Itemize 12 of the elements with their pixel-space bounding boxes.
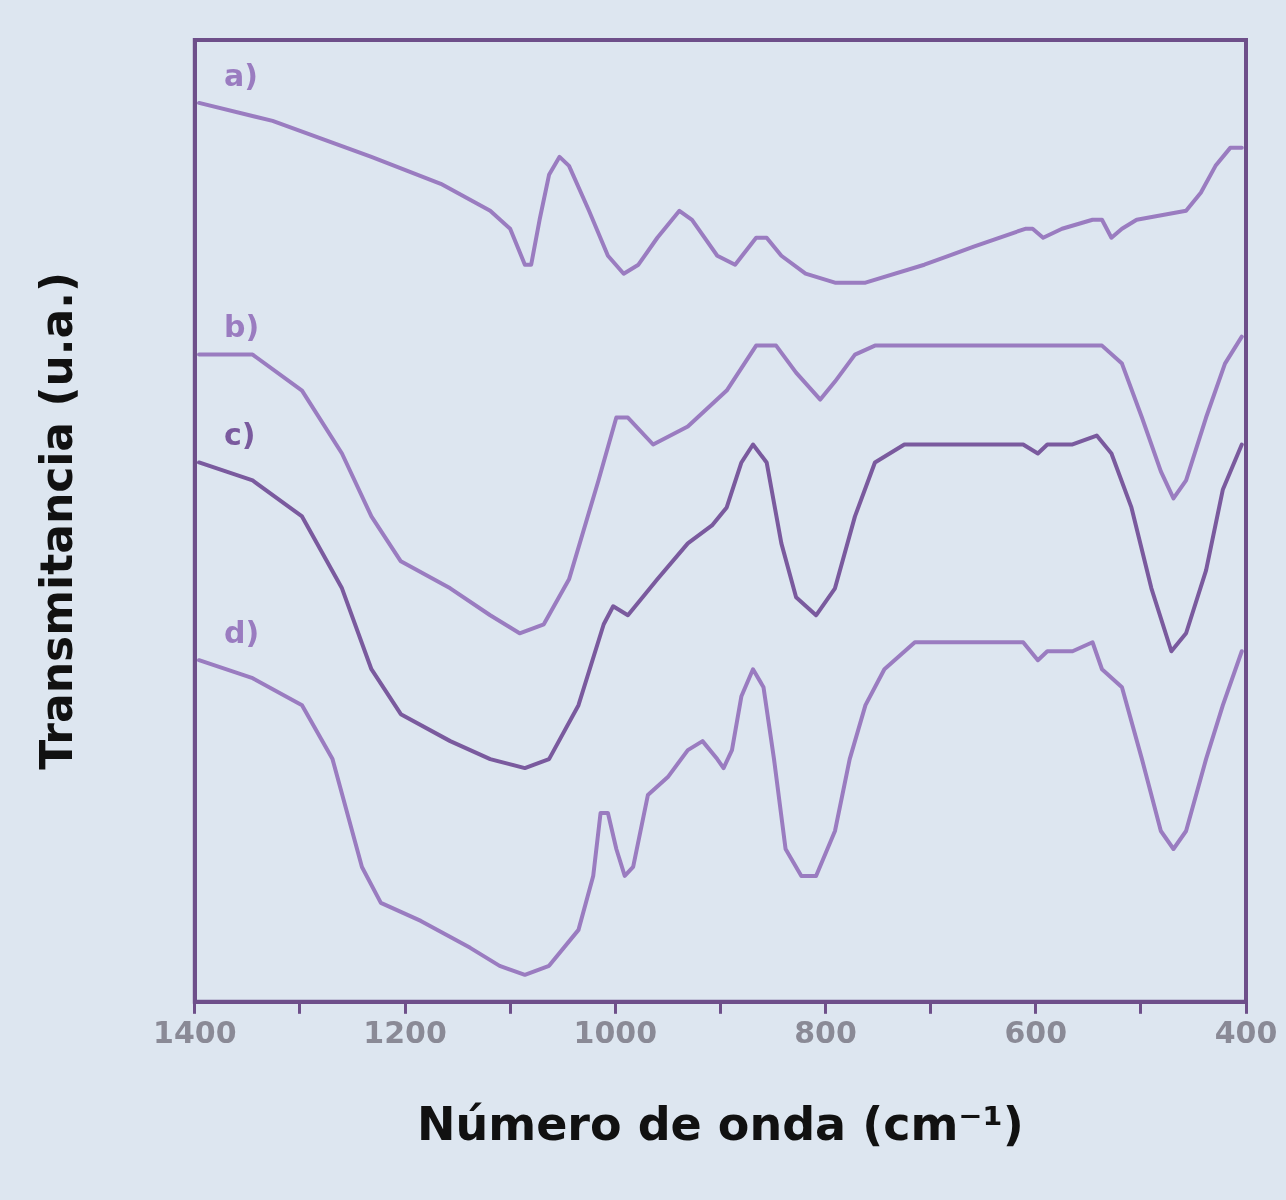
series-label: c) bbox=[224, 417, 256, 453]
x-tick-label: 800 bbox=[794, 1014, 857, 1050]
series-label: d) bbox=[224, 615, 260, 651]
x-axis-title: Número de onda (cm⁻¹) bbox=[416, 1097, 1024, 1152]
series-label: b) bbox=[224, 309, 260, 345]
x-tick-label: 1200 bbox=[363, 1014, 447, 1050]
x-tick-label: 1400 bbox=[153, 1014, 237, 1050]
x-tick-label: 400 bbox=[1214, 1014, 1278, 1050]
x-tick-label: 1000 bbox=[573, 1014, 658, 1050]
y-axis-title: Transmitancia (u.a.) bbox=[30, 271, 82, 770]
series-label: a) bbox=[224, 57, 258, 93]
x-tick-label: 600 bbox=[1004, 1014, 1068, 1050]
